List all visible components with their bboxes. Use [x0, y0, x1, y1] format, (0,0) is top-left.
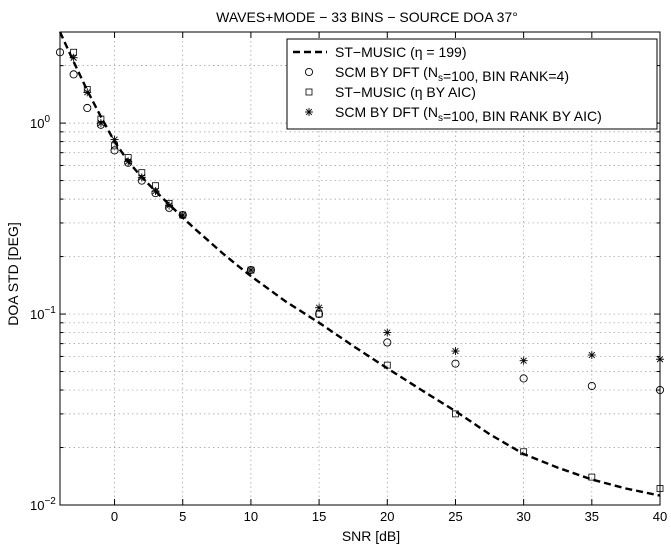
series-2	[55, 48, 665, 395]
legend-box	[286, 38, 658, 130]
axis-ticks: 0 5 10 15 20 25 30 35 40 100 10−1 10−2	[30, 31, 667, 524]
asterisk-point	[451, 347, 460, 356]
asterisk-point	[96, 119, 105, 128]
circle-point	[69, 70, 78, 79]
y-tick-label: 100	[30, 114, 50, 131]
square-point	[656, 485, 664, 492]
plot-frame	[59, 31, 661, 506]
circle-point	[110, 146, 119, 155]
asterisk-point	[151, 187, 160, 196]
y-tick-label: 10−2	[30, 496, 56, 513]
circle-point	[451, 359, 460, 368]
series-4	[69, 53, 664, 365]
st-music-eta-199-line	[58, 31, 661, 497]
x-tick-label: 15	[312, 509, 326, 524]
square-point	[520, 448, 528, 456]
asterisk-point	[315, 303, 324, 312]
x-tick-label: 10	[244, 509, 258, 524]
asterisk-point	[83, 88, 92, 97]
square-point	[383, 361, 391, 369]
x-tick-label: 20	[380, 509, 394, 524]
y-axis-title: DOA STD [DEG]	[5, 222, 21, 325]
asterisk-point	[178, 211, 187, 220]
asterisk-point	[246, 266, 255, 275]
asterisk-point	[656, 355, 664, 364]
asterisk-point	[110, 135, 119, 144]
legend: ST−MUSIC (η = 199) SCM BY DFT (Ns=100, BI…	[286, 38, 658, 130]
chart-title: WAVES+MODE − 33 BINS − SOURCE DOA 37°	[216, 9, 518, 25]
x-tick-label: 25	[448, 509, 462, 524]
legend-asterisk-swatch	[305, 108, 313, 116]
y-tick-label: 10−1	[30, 305, 56, 322]
asterisk-point	[587, 351, 596, 360]
circle-point	[55, 48, 65, 57]
legend-circle-swatch	[304, 67, 314, 77]
series-layer	[55, 31, 665, 497]
x-axis-title: SNR [dB]	[342, 528, 400, 544]
circle-point	[519, 374, 528, 383]
series-1	[58, 31, 661, 497]
legend-label: SCM BY DFT (Ns=100, BIN RANK BY AIC)	[335, 104, 602, 124]
circle-point	[83, 103, 92, 113]
asterisk-point	[69, 53, 78, 62]
x-tick-label: 5	[179, 509, 186, 524]
x-tick-label: 30	[516, 509, 530, 524]
x-tick-label: 40	[653, 509, 667, 524]
asterisk-point	[165, 201, 174, 210]
asterisk-point	[383, 328, 392, 337]
legend-square-swatch	[305, 88, 313, 96]
square-point	[588, 473, 596, 481]
asterisk-point	[124, 157, 133, 166]
circle-point	[655, 385, 665, 395]
legend-label: ST−MUSIC (η BY AIC)	[335, 84, 476, 100]
x-tick-label: 35	[585, 509, 599, 524]
circle-point	[383, 338, 392, 347]
square-point	[452, 410, 459, 418]
legend-label: ST−MUSIC (η = 199)	[335, 44, 467, 60]
asterisk-point	[137, 173, 146, 182]
circle-point	[587, 381, 596, 391]
asterisk-point	[519, 356, 528, 365]
x-tick-label: 0	[111, 509, 118, 524]
legend-label: SCM BY DFT (Ns=100, BIN RANK=4)	[335, 64, 569, 84]
